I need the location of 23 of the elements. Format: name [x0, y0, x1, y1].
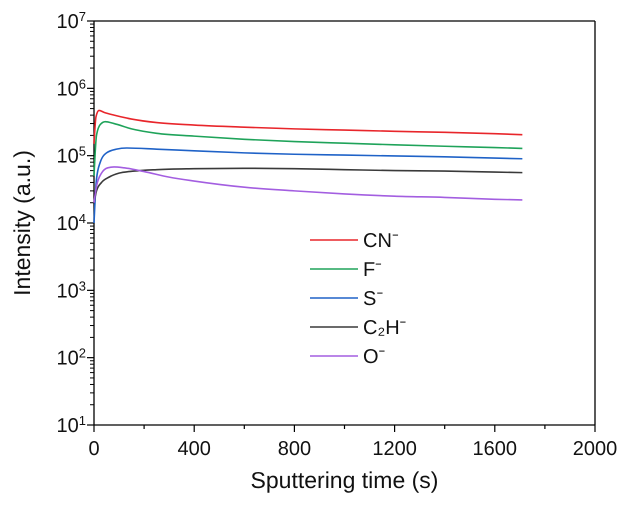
x-tick-label: 2000	[572, 438, 618, 460]
x-tick-label: 400	[178, 438, 211, 460]
legend-label: S⁻	[363, 288, 384, 310]
y-tick-label: 10$^{7}$	[56, 8, 86, 33]
legend-label: C₂H⁻	[363, 317, 407, 339]
line-series	[93, 120, 524, 177]
legend-label: CN⁻	[363, 230, 399, 252]
y-tick-label: 10$^{3}$	[56, 278, 86, 302]
line-series	[93, 110, 524, 145]
y-axis-title: Intensity (a.u.)	[9, 150, 35, 296]
y-tick-label: 10$^{4}$	[56, 210, 86, 235]
y-tick-label: 10$^{1}$	[56, 412, 86, 437]
legend-label: F⁻	[363, 259, 382, 281]
x-tick-label: 1200	[372, 438, 417, 460]
x-tick-label: 800	[278, 438, 312, 460]
y-tick-label: 10$^{5}$	[56, 143, 86, 168]
y-tick-label: 10$^{2}$	[56, 345, 86, 370]
line-series	[93, 147, 524, 224]
x-tick-label: 1600	[472, 438, 518, 460]
x-axis-title: Sputtering time (s)	[250, 467, 438, 493]
legend-label: O⁻	[363, 346, 386, 368]
x-tick-label: 0	[88, 438, 100, 460]
y-tick-label: 10$^{6}$	[56, 76, 86, 100]
